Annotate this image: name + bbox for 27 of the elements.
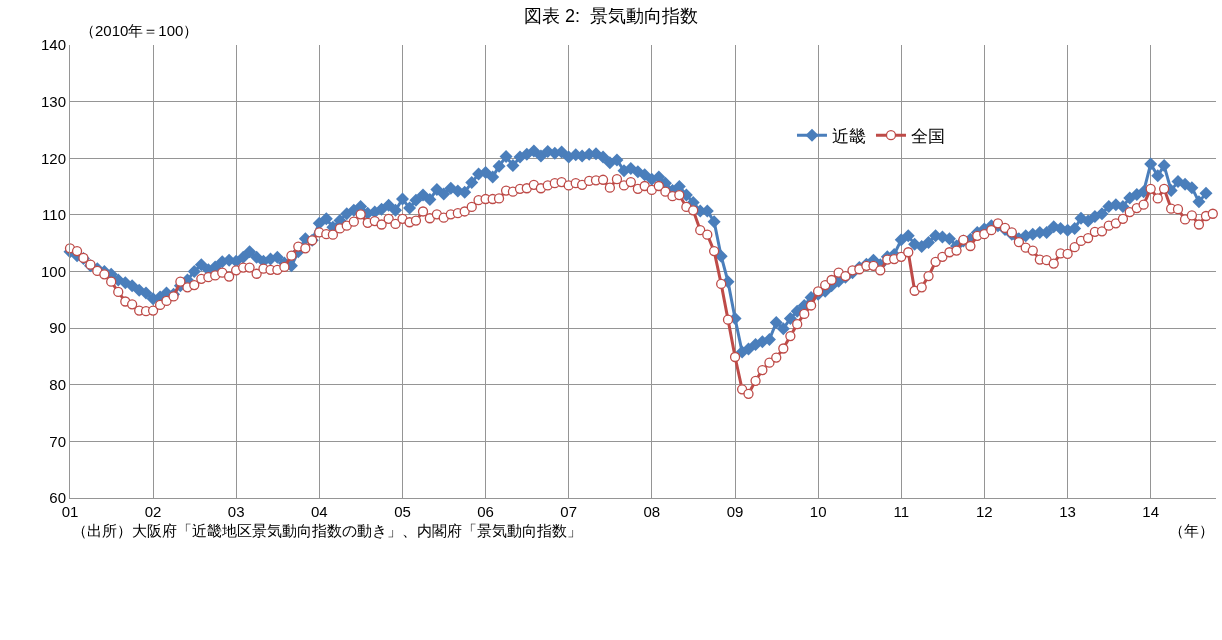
x-tick-label: 03 [227, 503, 245, 520]
text: （年） [1169, 522, 1214, 539]
x-tick-label: 12 [975, 503, 993, 520]
x-tick-label: 09 [726, 503, 744, 520]
y-tick-label: 110 [42, 206, 66, 224]
legend-label: 全国 [910, 126, 945, 146]
y-tick-label: 80 [49, 376, 66, 393]
text: （出所）大阪府「近畿地区景気動向指数の動き」、内閣府「景気動向指数」 [72, 522, 582, 539]
chart-title: 図表 2: 景気動向指数 [523, 6, 699, 27]
x-tick-label: 02 [144, 503, 162, 520]
x-tick-label: 10 [809, 503, 827, 520]
x-tick-label: 07 [560, 503, 578, 520]
y-tick-label: 90 [49, 319, 66, 337]
y-tick-label: 130 [40, 92, 66, 110]
x-tick-label: 06 [477, 503, 494, 520]
x-tick-label: 08 [643, 503, 661, 520]
y-tick-label: 100 [40, 262, 66, 280]
legend-label: 近畿 [831, 126, 866, 146]
y-tick-label: 70 [49, 432, 66, 450]
x-tick-label: 11 [893, 503, 910, 520]
y-tick-label: 140 [40, 36, 66, 54]
x-tick-label: 05 [394, 503, 411, 520]
x-tick-label: 04 [310, 503, 328, 520]
y-tick-label: 120 [40, 149, 66, 167]
text: （2010年＝100） [80, 22, 199, 39]
x-tick-label: 13 [1059, 503, 1076, 520]
x-tick-label: 14 [1142, 503, 1160, 520]
